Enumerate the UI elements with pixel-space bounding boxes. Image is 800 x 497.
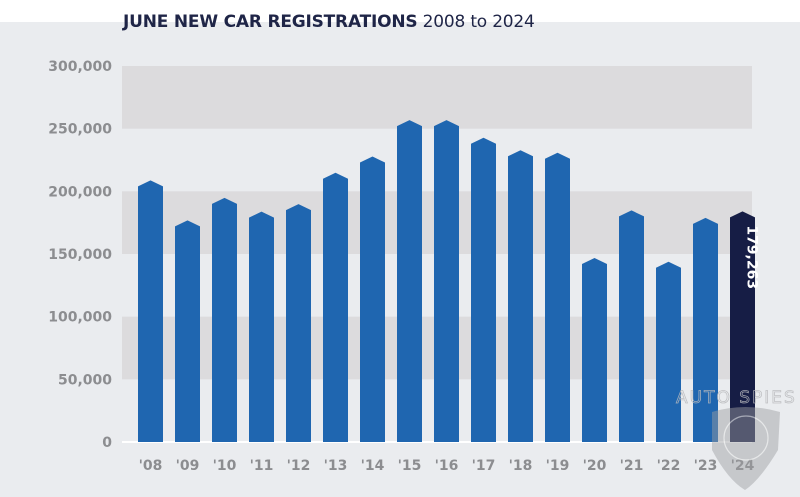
bar [397, 120, 422, 442]
y-tick-label: 150,000 [48, 247, 112, 263]
x-tick-label: '10 [213, 458, 237, 474]
x-tick-label: '22 [657, 458, 681, 474]
x-tick-label: '14 [361, 458, 385, 474]
chart-title-main: JUNE NEW CAR REGISTRATIONS [123, 12, 418, 32]
bar [360, 156, 385, 443]
x-tick-label: '11 [250, 458, 274, 474]
chart-title: JUNE NEW CAR REGISTRATIONS 2008 to 2024 [123, 12, 535, 32]
x-tick-label: '12 [287, 458, 311, 474]
y-tick-label: 200,000 [48, 184, 112, 200]
y-tick-label: 250,000 [48, 122, 112, 138]
watermark: AUTO SPIES [676, 388, 797, 490]
bar [323, 172, 348, 443]
x-tick-label: '19 [546, 458, 570, 474]
bar [656, 261, 681, 442]
x-tick-label: '20 [583, 458, 607, 474]
x-tick-label: '21 [620, 458, 644, 474]
x-axis: '08 '09 '10 '11 '12 '13 '14 '15 '16 '17 '18 '19 '20 '… [139, 458, 755, 474]
y-axis: 0 50,000 100,000 150,000 200,000 250,000 300,0… [48, 59, 112, 451]
x-tick-label: '23 [694, 458, 718, 474]
bar [138, 180, 163, 442]
bar [730, 211, 755, 442]
bar [619, 210, 644, 442]
x-tick-label: '15 [398, 458, 422, 474]
bar [545, 152, 570, 442]
bar [212, 197, 237, 442]
watermark-shield-icon [712, 407, 780, 490]
bar [582, 258, 607, 442]
x-tick-label: '18 [509, 458, 533, 474]
x-tick-label: '08 [139, 458, 163, 474]
bar-value-label: 179,263 [744, 225, 760, 289]
watermark-text: AUTO SPIES [676, 388, 797, 408]
bar [249, 211, 274, 442]
y-tick-label: 50,000 [58, 372, 112, 388]
bar [286, 204, 311, 442]
bar [471, 137, 496, 442]
watermark-globe-icon [723, 415, 769, 461]
x-tick-label: '09 [176, 458, 200, 474]
y-tick-label: 0 [102, 435, 112, 451]
x-tick-label: '17 [472, 458, 496, 474]
y-tick-label: 300,000 [48, 59, 112, 75]
bar [175, 220, 200, 442]
bars: 179,263 [138, 120, 760, 443]
bar [434, 120, 459, 442]
grid-band [122, 66, 752, 129]
x-tick-label: '24 [731, 458, 755, 474]
chart-title-range: 2008 to 2024 [422, 12, 535, 32]
bar [693, 217, 718, 442]
x-tick-label: '13 [324, 458, 348, 474]
x-tick-label: '16 [435, 458, 459, 474]
bar [508, 150, 533, 443]
y-tick-label: 100,000 [48, 310, 112, 326]
